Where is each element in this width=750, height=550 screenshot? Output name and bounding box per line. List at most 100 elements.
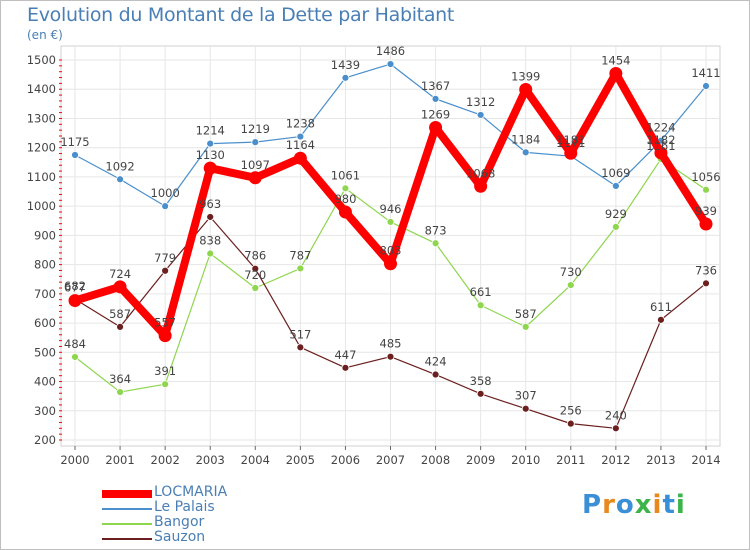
data-point-locmaria	[113, 280, 127, 294]
data-label-sauzon: 963	[199, 197, 221, 211]
data-label-locmaria: 1399	[511, 70, 540, 84]
data-label-sauzon: 682	[64, 279, 86, 293]
data-point-locmaria	[203, 161, 217, 175]
data-point-sauzon	[566, 419, 575, 428]
data-label-bangor: 787	[289, 248, 311, 262]
data-label-bangor: 1161	[646, 139, 675, 153]
data-point-locmaria	[384, 257, 397, 271]
data-label-le-palais: 1184	[511, 132, 540, 146]
data-point-locmaria	[68, 294, 82, 308]
data-point-bangor	[206, 249, 215, 258]
data-point-locmaria	[158, 329, 172, 343]
data-label-sauzon: 736	[695, 263, 717, 277]
y-tick-label: 900	[34, 228, 56, 242]
data-label-locmaria: 557	[154, 316, 176, 330]
x-tick-label: 2014	[691, 453, 720, 467]
y-tick-label: 600	[34, 316, 56, 330]
data-label-locmaria: 803	[380, 244, 402, 258]
data-label-le-palais: 1312	[466, 95, 495, 109]
data-point-sauzon	[251, 264, 260, 273]
x-tick-label: 2003	[196, 453, 225, 467]
chart-title: Evolution du Montant de la Dette par Hab…	[27, 4, 455, 26]
data-label-le-palais: 1171	[556, 136, 585, 150]
y-tick-label: 1000	[27, 199, 56, 213]
logo-letter: r	[602, 490, 616, 520]
data-point-bangor	[161, 380, 170, 389]
x-tick-label: 2008	[421, 453, 450, 467]
data-label-bangor: 730	[560, 265, 582, 279]
data-label-sauzon: 517	[289, 327, 311, 341]
y-tick-label: 400	[34, 375, 56, 389]
data-label-locmaria: 1164	[286, 138, 315, 152]
y-tick-label: 1400	[27, 82, 56, 96]
data-label-sauzon: 424	[425, 355, 447, 369]
data-label-sauzon: 447	[334, 348, 356, 362]
legend-swatch-sauzon	[102, 538, 152, 540]
data-point-bangor	[341, 184, 350, 193]
data-label-sauzon: 358	[470, 374, 492, 388]
data-label-sauzon: 611	[650, 300, 672, 314]
x-tick-label: 2009	[466, 453, 495, 467]
data-label-le-palais: 1000	[151, 186, 180, 200]
data-label-bangor: 929	[605, 207, 627, 221]
data-label-bangor: 1061	[331, 168, 360, 182]
y-tick-label: 300	[34, 404, 56, 418]
y-tick-label: 500	[34, 345, 56, 359]
data-point-locmaria	[248, 171, 262, 185]
data-point-locmaria	[293, 151, 307, 165]
data-label-sauzon: 587	[109, 307, 131, 321]
data-label-le-palais: 1439	[331, 58, 360, 72]
data-point-sauzon	[611, 424, 620, 433]
logo-letter: x	[634, 490, 653, 520]
data-point-bangor	[296, 264, 305, 273]
data-label-locmaria: 1130	[196, 148, 225, 162]
data-label-le-palais: 1092	[105, 159, 134, 173]
data-point-le-palais	[611, 182, 620, 190]
data-point-le-palais	[296, 132, 305, 141]
data-point-sauzon	[116, 322, 124, 331]
x-tick-label: 2004	[241, 453, 270, 467]
data-label-locmaria: 1181	[556, 133, 585, 147]
data-label-le-palais: 1411	[691, 66, 720, 80]
data-point-bangor	[431, 239, 440, 248]
data-label-le-palais: 1238	[286, 117, 315, 131]
x-tick-label: 2001	[105, 453, 134, 467]
x-tick-label: 2010	[511, 453, 540, 467]
data-label-locmaria: 980	[334, 192, 356, 206]
data-point-le-palais	[206, 139, 215, 148]
data-point-locmaria	[699, 217, 713, 231]
data-label-le-palais: 1214	[196, 124, 225, 138]
data-point-bangor	[71, 353, 79, 361]
data-label-locmaria: 1097	[241, 158, 270, 172]
data-point-bangor	[116, 388, 124, 396]
data-label-sauzon: 307	[515, 389, 537, 403]
data-point-le-palais	[116, 175, 124, 184]
legend-label-sauzon: Sauzon	[154, 529, 206, 545]
data-point-le-palais	[702, 82, 710, 90]
data-label-bangor: 587	[515, 307, 537, 321]
data-label-bangor: 873	[425, 223, 447, 237]
data-point-sauzon	[161, 266, 170, 275]
data-point-sauzon	[386, 352, 395, 361]
logo-letter: P	[582, 490, 603, 520]
x-tick-label: 2012	[601, 453, 630, 467]
data-point-bangor	[702, 185, 710, 194]
proxiti-logo: Proxiti	[582, 490, 686, 520]
data-point-le-palais	[341, 73, 350, 82]
legend-swatch-locmaria	[102, 490, 152, 498]
y-tick-label: 1300	[27, 111, 56, 125]
data-point-locmaria	[654, 146, 668, 160]
data-point-sauzon	[206, 213, 215, 221]
data-label-bangor: 838	[199, 234, 221, 248]
data-point-sauzon	[431, 370, 440, 379]
logo-letter: t	[662, 490, 676, 520]
legend-swatch-le-palais	[102, 508, 152, 510]
data-point-locmaria	[609, 66, 623, 80]
legend-label-le-palais: Le Palais	[154, 499, 215, 515]
data-point-bangor	[611, 223, 620, 231]
data-label-sauzon: 256	[560, 404, 582, 418]
data-label-locmaria: 939	[695, 204, 717, 218]
data-label-le-palais: 1069	[601, 166, 630, 180]
legend-label-bangor: Bangor	[154, 514, 205, 530]
data-point-sauzon	[657, 315, 665, 324]
